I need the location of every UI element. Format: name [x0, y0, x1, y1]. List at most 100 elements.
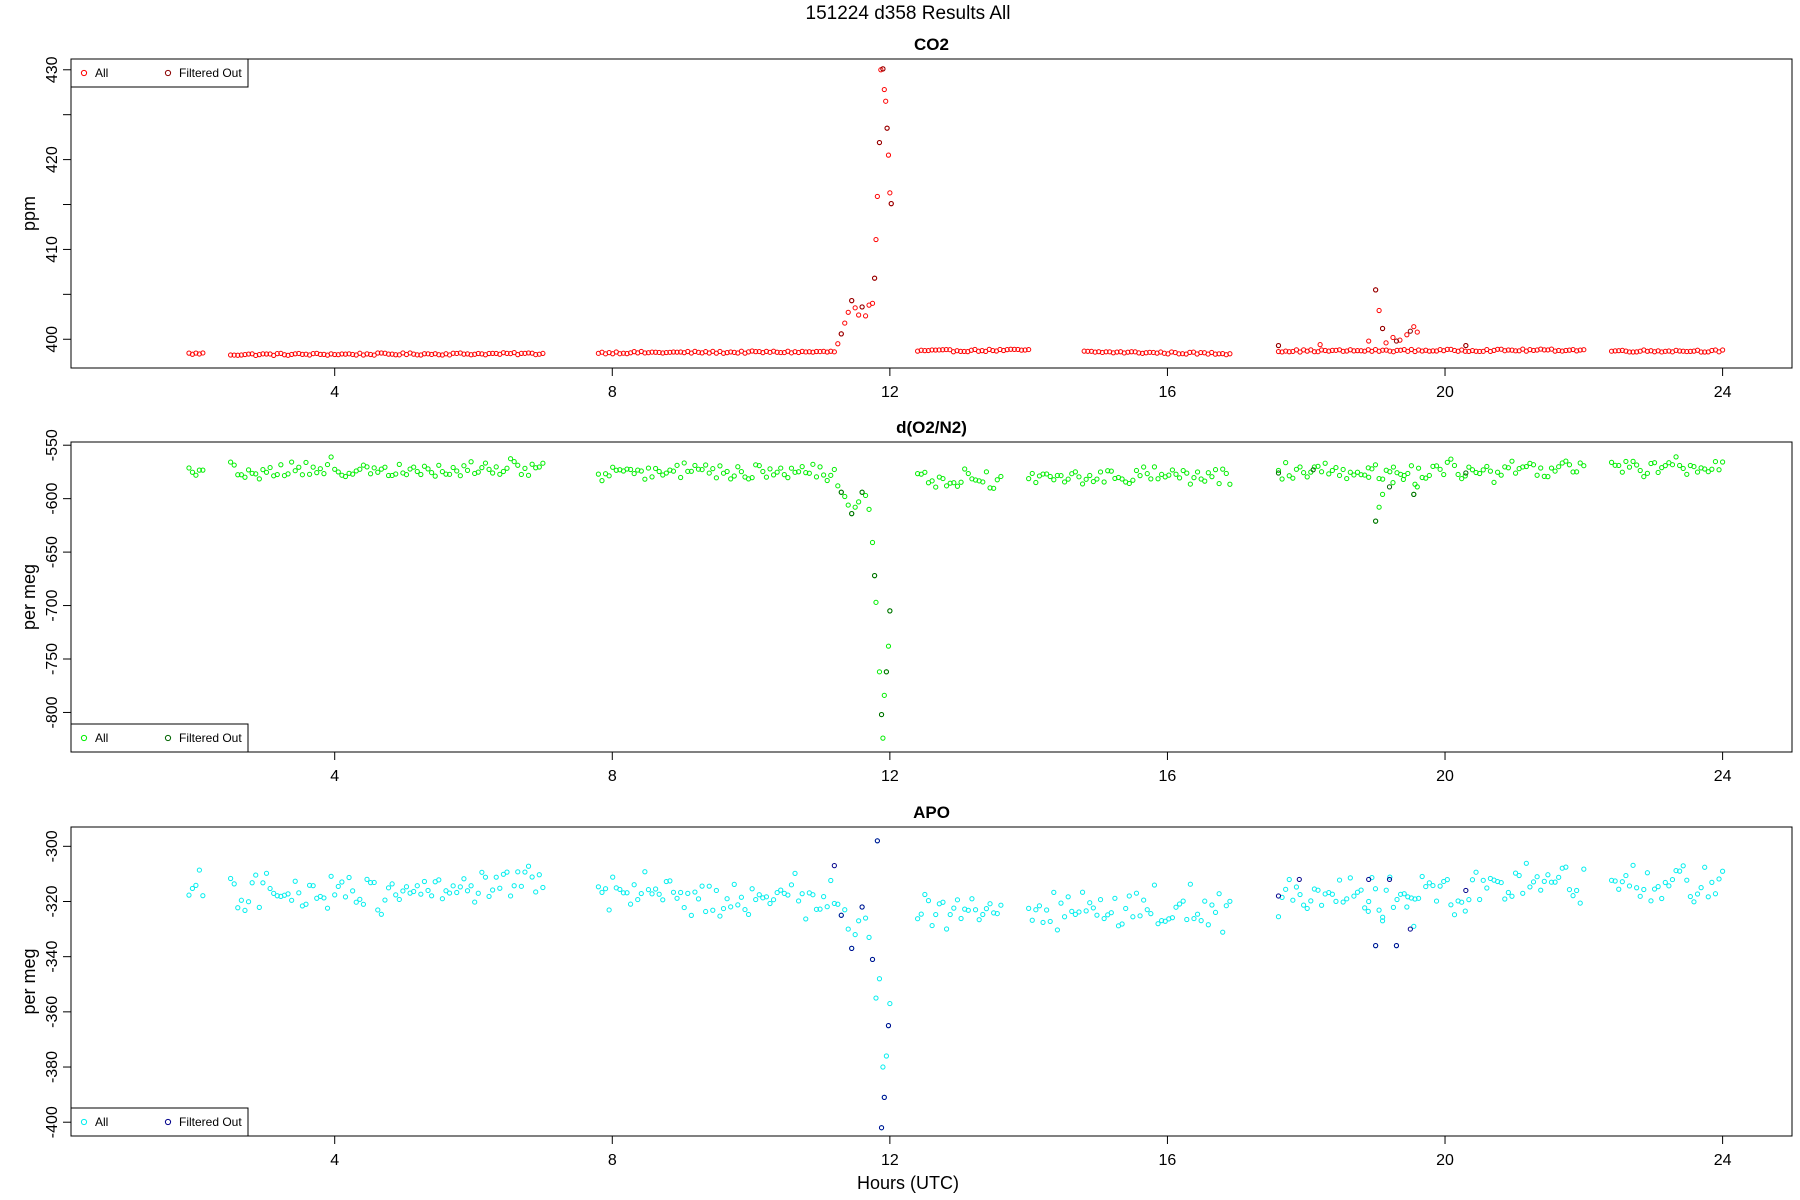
point-co2-0-5-55: [1473, 348, 1479, 354]
point-apo-0-5-41: [1423, 883, 1429, 890]
point-o2n2-0-5-43: [1430, 463, 1436, 469]
point-apo-0-1-51: [411, 888, 417, 895]
point-o2n2-0-2-28: [695, 466, 702, 472]
point-apo-0-6-9: [1641, 886, 1647, 893]
point-co2-0-3-7: [940, 347, 946, 353]
point-apo-0-5-83: [1574, 887, 1580, 894]
point-o2n2-0-p23: [1379, 491, 1386, 497]
point-co2-0-5-22: [1354, 348, 1361, 354]
point-apo-0-4-49: [1202, 898, 1208, 904]
point-apo-0-1-52: [414, 883, 420, 889]
point-apo-0-1-84: [529, 874, 535, 880]
point-o2n2-0-6-6: [1630, 458, 1636, 464]
point-apo-0-6-14: [1659, 895, 1665, 902]
point-co2-0-6-15: [1662, 348, 1668, 354]
point-o2n2-0-1-55: [425, 466, 431, 472]
point-apo-0-1-18: [292, 878, 298, 884]
x-tick-label-apo-4: 4: [330, 1152, 339, 1169]
y-axis-label-apo: per meg: [19, 948, 39, 1014]
point-apo-0-6-31: [1720, 868, 1726, 874]
point-o2n2-0-4-23: [1108, 468, 1114, 474]
point-o2n2-0-1-77: [504, 465, 510, 471]
point-apo-0-4-32: [1141, 897, 1147, 903]
point-o2n2-0-5-12: [1318, 469, 1325, 475]
point-apo-0-5-67: [1516, 872, 1522, 879]
point-apo-0-2-45: [756, 892, 762, 898]
point-apo-0-1-12: [271, 890, 277, 896]
point-apo-0-5-56: [1477, 896, 1483, 903]
point-apo-0-2-23: [678, 889, 684, 896]
point-apo-0-2-38: [731, 881, 737, 887]
point-apo-0-1-6: [249, 880, 255, 886]
point-o2n2-0-1-53: [418, 471, 424, 478]
point-o2n2-0-5-83: [1574, 469, 1580, 475]
point-apo-0-1-86: [536, 872, 542, 878]
point-apo-0-1-72: [486, 893, 492, 900]
point-apo-0-2-33: [713, 887, 719, 894]
point-apo-0-p6: [856, 918, 862, 924]
point-o2n2-0-1-64: [457, 473, 463, 479]
point-o2n2-0-6-26: [1702, 466, 1708, 472]
point-apo-0-1-48: [400, 888, 406, 894]
point-o2n2-0-5-14: [1326, 471, 1332, 477]
point-o2n2-0-1-46: [393, 471, 399, 477]
point-o2n2-0-5-10: [1311, 464, 1317, 470]
point-o2n2-0-5-68: [1520, 464, 1526, 470]
point-co2-0-p3: [845, 309, 851, 315]
point-apo-0-6-10: [1644, 870, 1650, 876]
point-co2-0-1-20: [299, 351, 305, 358]
point-co2-0-p30: [1390, 334, 1396, 341]
x-tick-label-o2n2-4: 4: [330, 768, 339, 785]
point-o2n2-0-p27: [1414, 484, 1420, 490]
point-apo-0-4-27: [1123, 905, 1129, 912]
point-apo-0-1-82: [522, 869, 528, 875]
point-o2n2-0-2-0: [595, 471, 602, 477]
point-o2n2-0-p13: [876, 669, 883, 675]
point-apo-0-6-1: [1612, 878, 1618, 884]
point-apo-0-1-76: [500, 871, 507, 877]
point-co2-0-6-19: [1677, 348, 1683, 354]
point-o2n2-0-2-54: [788, 465, 795, 471]
point-o2n2-0-2-17: [656, 468, 662, 475]
point-apo-0-5-5: [1293, 884, 1300, 890]
point-o2n2-0-2-56: [795, 469, 802, 475]
point-co2-0-1-13: [274, 351, 280, 357]
point-apo-0-1-35: [353, 899, 359, 905]
point-o2n2-1-p7: [1275, 470, 1282, 476]
point-co2-0-5-54: [1469, 347, 1476, 354]
point-co2-0-4-29: [1187, 349, 1193, 355]
point-apo-0-2-20: [667, 878, 673, 884]
point-co2-0-1-23: [310, 350, 316, 357]
point-apo-0-2-50: [774, 889, 780, 896]
point-o2n2-0-4-50: [1205, 470, 1211, 476]
point-o2n2-0-2-60: [810, 461, 816, 467]
point-o2n2-0-4-49: [1202, 478, 1208, 484]
point-apo-0-1-78: [507, 893, 514, 899]
point-apo-0-1-65: [461, 876, 467, 882]
point-o2n2-0-1-60: [443, 471, 449, 477]
point-o2n2-0-1-75: [497, 471, 503, 477]
y-tick-label-co2-3: 430: [44, 56, 61, 83]
series-apo-0: [186, 838, 1726, 1131]
point-o2n2-0-4-47: [1194, 469, 1201, 475]
point-apo-0-4-47: [1194, 911, 1201, 917]
point-apo-0-5-78: [1556, 874, 1562, 880]
point-apo-0-1-26: [321, 895, 327, 901]
point-co2-0-6-5: [1626, 349, 1633, 355]
point-apo-0-2-10: [631, 882, 637, 888]
point-apo-0-6-30: [1716, 876, 1722, 882]
point-co2-0-1-38: [364, 351, 370, 357]
point-o2n2-0-5-84: [1577, 460, 1583, 466]
point-co2-0-5-71: [1530, 347, 1537, 354]
point-apo-0-1-21: [303, 901, 309, 907]
point-o2n2-0-1-11: [267, 464, 273, 471]
point-o2n2-0-5-11: [1315, 463, 1321, 469]
point-co2-0-5-63: [1502, 348, 1508, 354]
point-o2n2-0-6-18: [1673, 454, 1679, 460]
point-o2n2-0-4-22: [1105, 468, 1111, 474]
point-apo-0-1-60: [443, 888, 449, 894]
point-apo-0-3-15: [969, 896, 975, 902]
point-o2n2-0-3-19: [983, 469, 990, 475]
point-co2-0-4-17: [1143, 350, 1149, 356]
y-tick-label-co2-0: 400: [44, 326, 61, 353]
